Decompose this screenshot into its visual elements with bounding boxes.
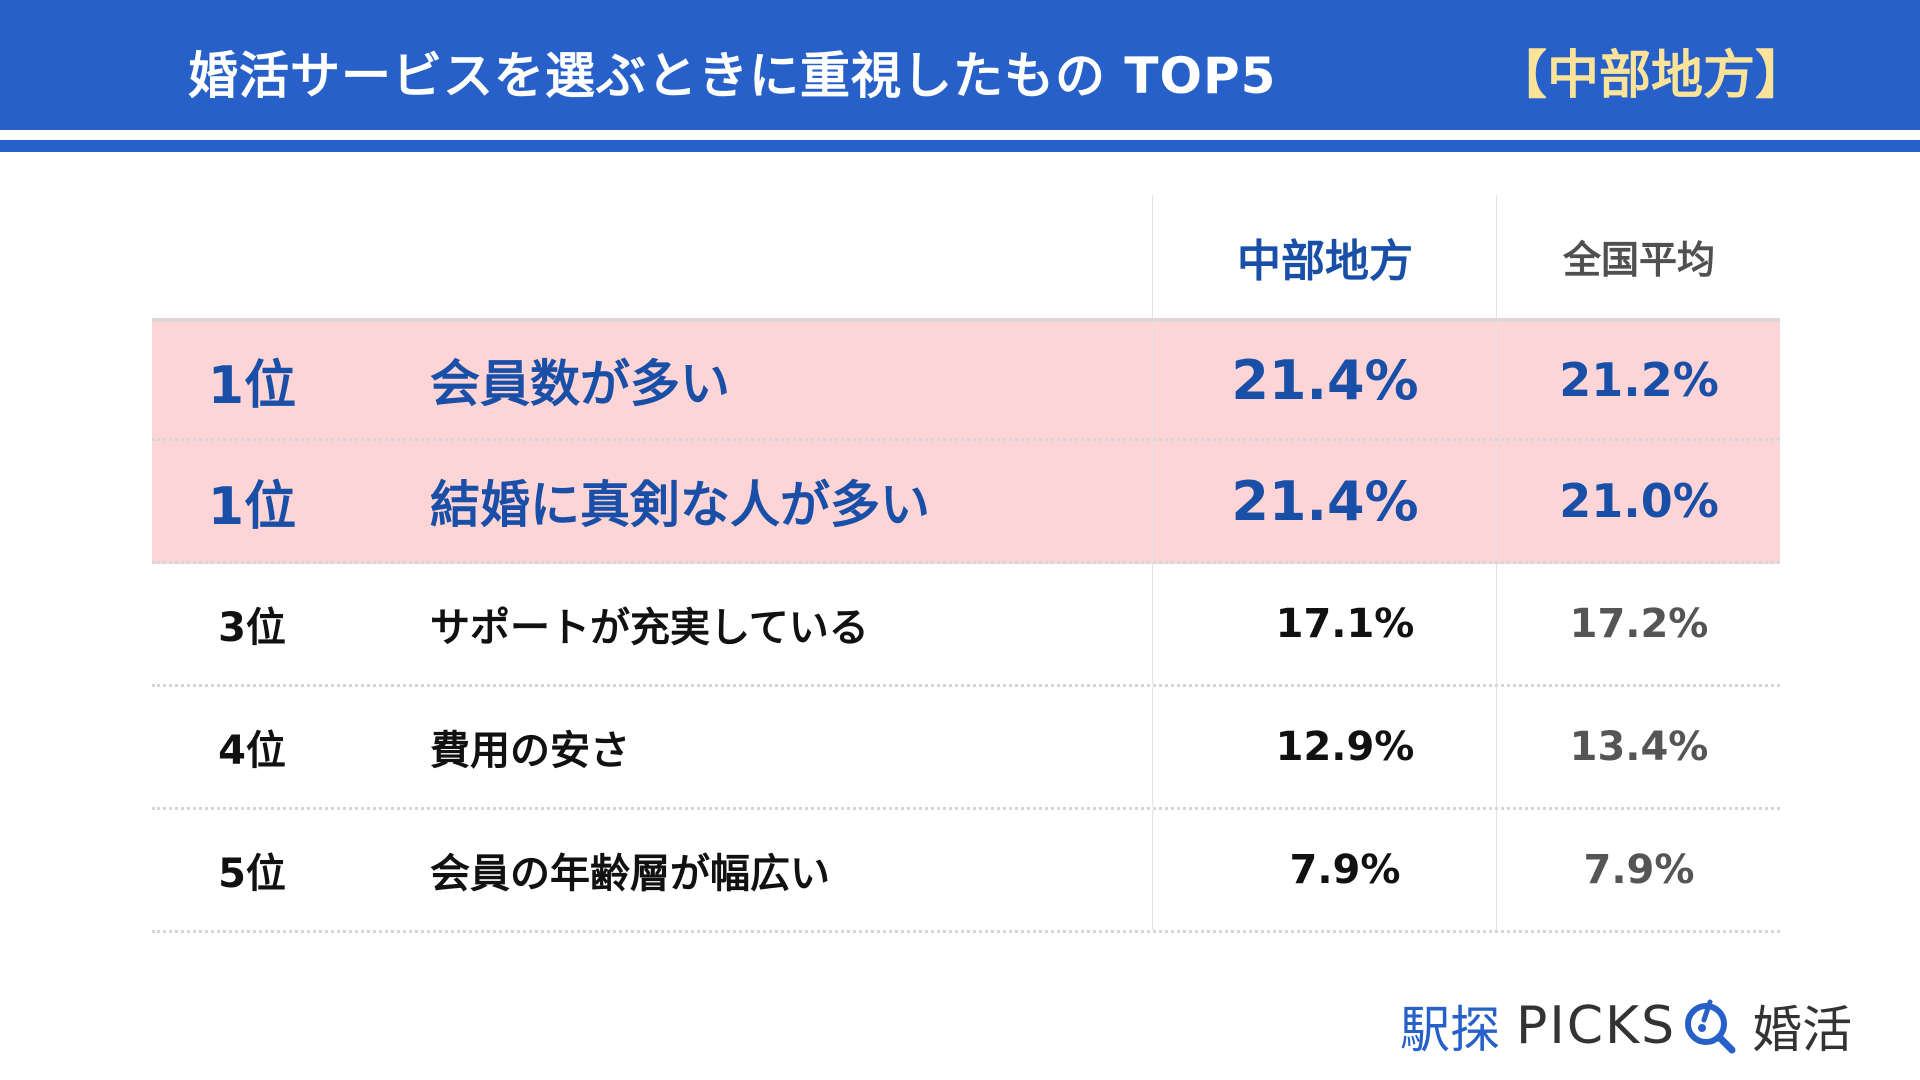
nation-value-cell: 17.2% [1496, 564, 1781, 684]
table-row: 1位 結婚に真剣な人が多い 21.4% 21.0% [152, 441, 1780, 564]
table-row: 4位 費用の安さ 12.9% 13.4% [152, 687, 1780, 810]
logo-picks: PICKS [1516, 996, 1677, 1056]
rank-label: 3位 [218, 605, 286, 651]
region-value-cell: 21.4% [1152, 322, 1497, 438]
nation-value: 17.2% [1569, 601, 1709, 647]
nation-value-cell: 21.2% [1496, 322, 1781, 438]
nation-value: 7.9% [1583, 847, 1695, 893]
item-label: 結婚に真剣な人が多い [430, 476, 930, 534]
header-band [0, 0, 1920, 130]
region-tag: 【中部地方】 [1495, 46, 1808, 106]
rank-label: 4位 [218, 728, 286, 774]
table-row: 1位 会員数が多い 21.4% 21.2% [152, 318, 1780, 441]
search-magnifier-icon [1685, 999, 1736, 1054]
nation-value-cell: 13.4% [1496, 687, 1781, 807]
nation-value-cell: 7.9% [1496, 810, 1781, 930]
region-value-cell: 21.4% [1152, 441, 1497, 561]
item-label: 会員の年齢層が幅広い [430, 851, 830, 897]
ranking-table: 中部地方 全国平均 1位 会員数が多い 21.4% 21.2% 1位 結婚に真剣… [152, 195, 1780, 933]
rank-label: 1位 [207, 476, 297, 537]
nation-value: 21.0% [1559, 474, 1719, 528]
nation-value-cell: 21.0% [1496, 441, 1781, 561]
nation-value: 21.2% [1559, 353, 1719, 407]
table-row: 5位 会員の年齢層が幅広い 7.9% 7.9% [152, 810, 1780, 933]
brand-logo: 駅探 PICKS 婚活 [1400, 995, 1852, 1059]
rank-label: 1位 [207, 355, 297, 416]
region-value-cell: 7.9% [1152, 810, 1497, 930]
region-value: 21.4% [1231, 348, 1419, 412]
header-stripe [0, 140, 1920, 152]
item-label: 会員数が多い [430, 355, 730, 413]
region-value: 12.9% [1275, 724, 1415, 770]
region-value-cell: 12.9% [1152, 687, 1497, 807]
table-row: 3位 サポートが充実している 17.1% 17.2% [152, 564, 1780, 687]
region-value: 21.4% [1231, 469, 1419, 533]
column-header-nation: 全国平均 [1496, 195, 1781, 318]
column-header-region-label: 中部地方 [1237, 235, 1413, 287]
region-value: 7.9% [1289, 847, 1401, 893]
region-value: 17.1% [1275, 601, 1415, 647]
nation-value: 13.4% [1569, 724, 1709, 770]
logo-konkatsu: 婚活 [1752, 1001, 1853, 1059]
logo-ekitan: 駅探 [1400, 1001, 1500, 1059]
region-value-cell: 17.1% [1152, 564, 1497, 684]
column-header-region: 中部地方 [1152, 195, 1497, 318]
item-label: サポートが充実している [430, 605, 869, 651]
column-header-nation-label: 全国平均 [1562, 238, 1715, 282]
page-title: 婚活サービスを選ぶときに重視したもの TOP5 [188, 47, 1277, 105]
table-header-row: 中部地方 全国平均 [152, 195, 1780, 318]
item-label: 費用の安さ [430, 728, 630, 774]
rank-label: 5位 [218, 851, 286, 897]
